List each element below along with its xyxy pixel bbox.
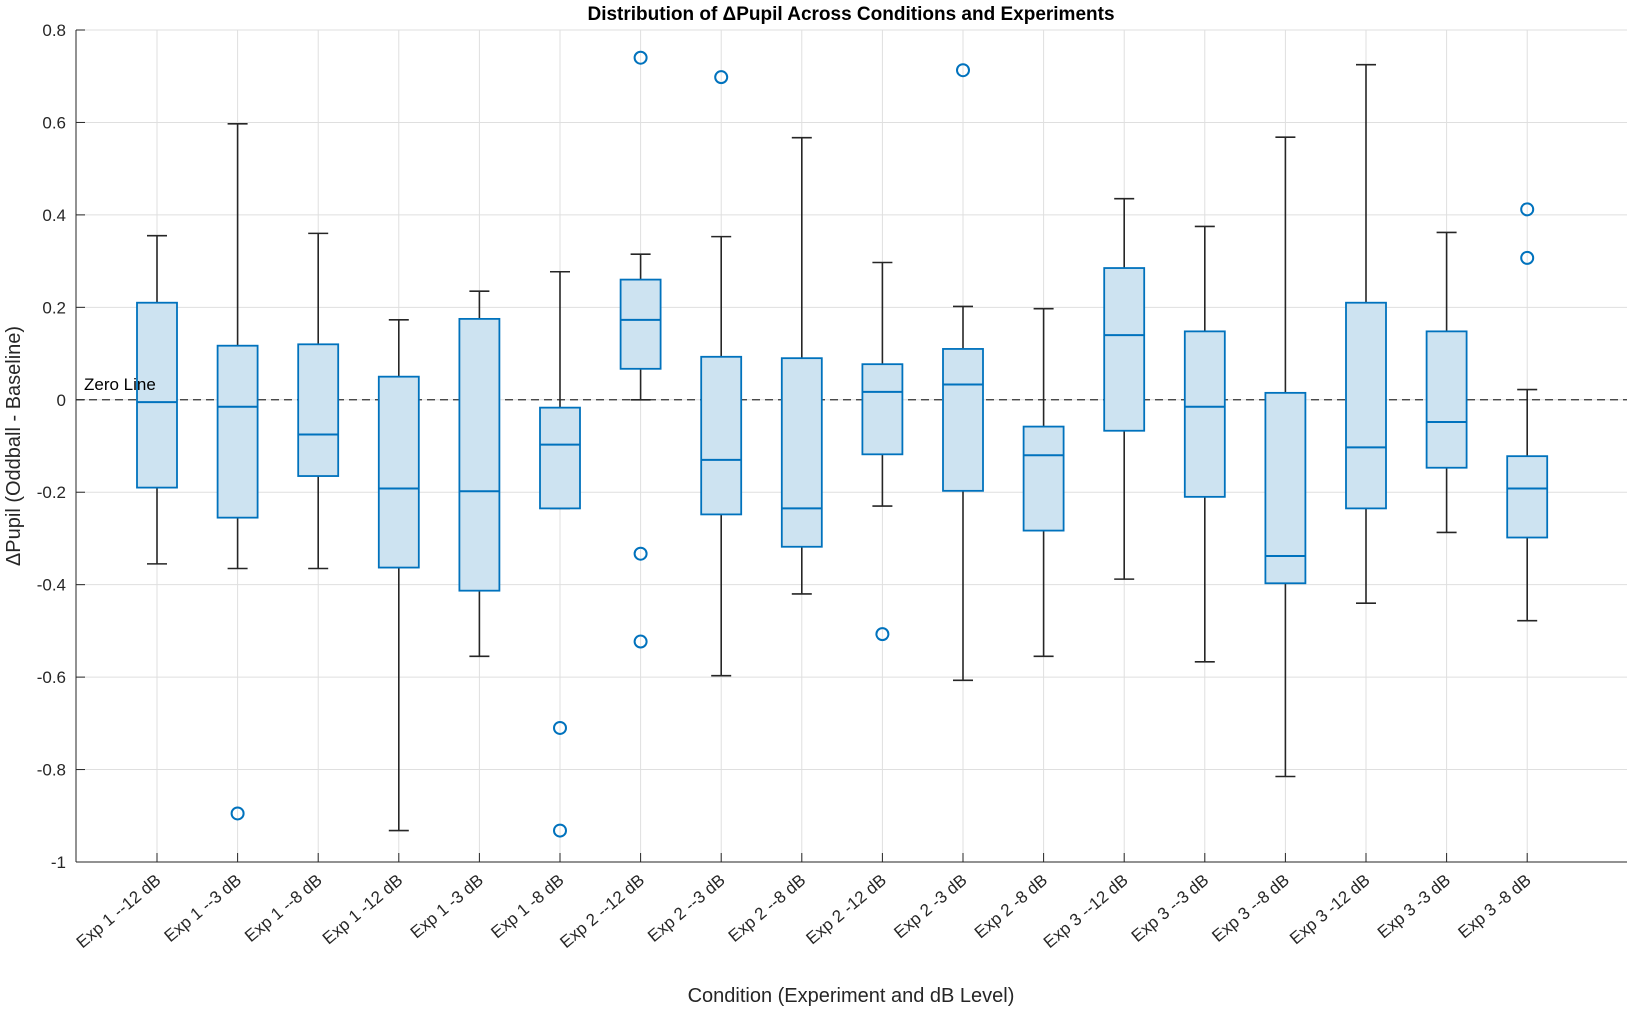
box-iqr [458, 317, 501, 592]
box-iqr [942, 348, 984, 492]
outlier-point [875, 627, 890, 642]
outlier-point [230, 806, 245, 821]
box-iqr [1425, 330, 1468, 469]
box-16 [1345, 63, 1387, 604]
box-iqr [1506, 455, 1549, 539]
box-4 [377, 319, 420, 832]
outlier-point [1520, 250, 1535, 265]
box-18 [1506, 202, 1549, 622]
zero-line-label: Zero Line [84, 375, 156, 394]
box-iqr [136, 301, 178, 489]
y-tick-label: 0.4 [42, 206, 66, 225]
box-14 [1183, 225, 1226, 663]
outlier-point [1520, 202, 1535, 217]
y-tick-label: -0.6 [37, 668, 66, 687]
boxes [136, 50, 1549, 838]
box-iqr [619, 278, 662, 370]
outlier-point [553, 823, 567, 838]
y-axis-label: ΔPupil (Oddball - Baseline) [3, 326, 25, 566]
box-15 [1264, 136, 1307, 778]
x-axis-label: Condition (Experiment and dB Level) [688, 985, 1015, 1007]
box-10 [861, 261, 904, 642]
box-iqr [861, 363, 904, 456]
outlier-point [633, 634, 648, 649]
outlier-point [553, 720, 567, 735]
box-11 [942, 63, 984, 682]
box-iqr [700, 355, 743, 516]
y-tick-label: -0.4 [37, 576, 66, 595]
chart-title: Distribution of ΔPupil Across Conditions… [587, 4, 1114, 25]
y-tick-label: 0.6 [42, 113, 66, 132]
box-2 [216, 123, 259, 821]
box-iqr [1103, 267, 1146, 432]
outlier-point [633, 546, 648, 561]
y-tick-label: 0.8 [42, 21, 66, 40]
box-iqr [216, 344, 259, 519]
box-1 [136, 234, 178, 565]
outlier-point [633, 50, 648, 65]
outlier-point [714, 70, 729, 85]
box-iqr [297, 343, 340, 477]
box-3 [297, 232, 340, 570]
y-tick-label: 0 [57, 391, 66, 410]
box-9 [780, 136, 823, 595]
y-tick-label: -0.8 [37, 761, 66, 780]
box-iqr [1183, 330, 1226, 498]
y-tick-label: -0.2 [37, 483, 66, 502]
box-iqr [1264, 391, 1307, 585]
y-tick-label: -1 [51, 853, 66, 872]
box-12 [1022, 307, 1065, 658]
box-17 [1425, 231, 1468, 534]
box-7 [619, 50, 662, 649]
box-iqr [1345, 301, 1387, 510]
box-6 [539, 270, 581, 838]
box-8 [700, 70, 743, 677]
box-iqr [539, 406, 581, 510]
box-iqr [780, 357, 823, 548]
box-iqr [377, 375, 420, 569]
axes [75, 29, 1627, 863]
box-iqr [1022, 425, 1065, 532]
y-tick-label: 0.2 [42, 298, 66, 317]
y-tick-labels: -1 -0.8 -0.6 -0.4 -0.2 0 0.2 0.4 0.6 0.8 [37, 21, 66, 872]
box-13 [1103, 197, 1146, 580]
outlier-point [956, 63, 970, 78]
box-5 [458, 290, 501, 658]
